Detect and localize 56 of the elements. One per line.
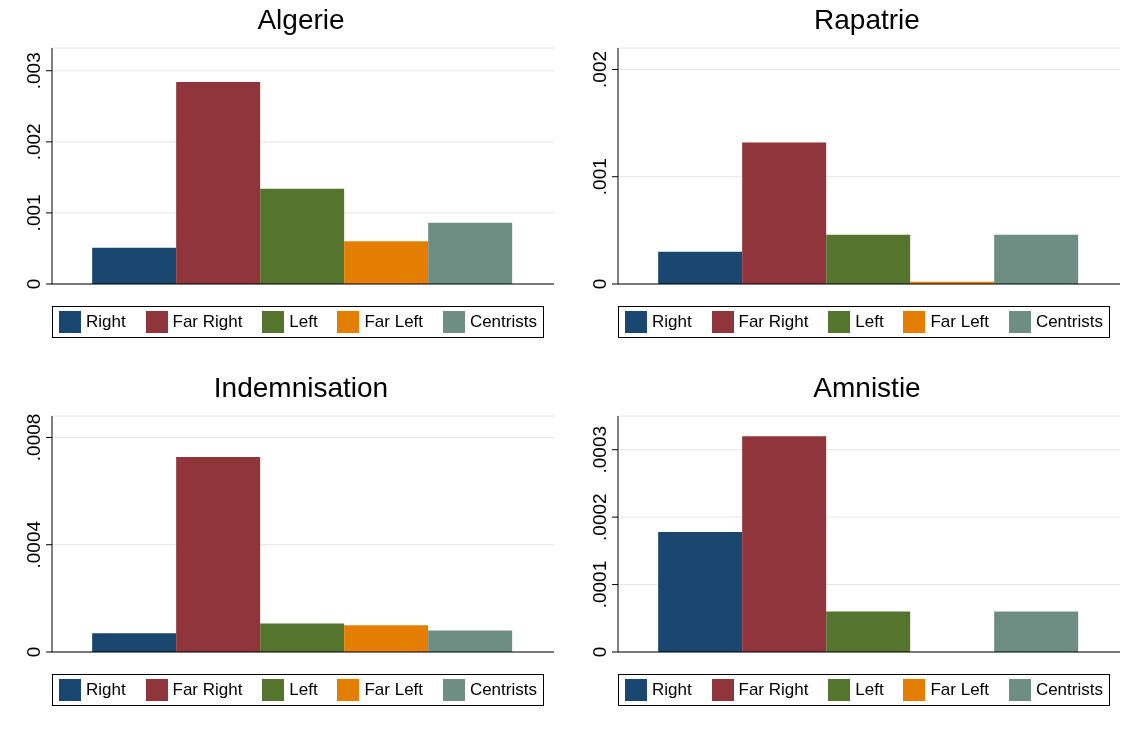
legend-label: Far Left xyxy=(930,312,990,332)
bar xyxy=(826,611,911,652)
bar xyxy=(92,633,177,652)
bar xyxy=(176,457,261,652)
bar xyxy=(428,630,513,652)
legend-label: Far Left xyxy=(364,680,424,700)
legend-label: Left xyxy=(289,680,318,700)
legend-label: Centrists xyxy=(469,312,537,332)
y-tick-label: .0002 xyxy=(589,493,610,541)
legend-label: Far Right xyxy=(172,312,243,332)
bar xyxy=(742,436,827,652)
legend-label: Right xyxy=(652,680,692,700)
bar xyxy=(994,234,1079,284)
y-tick-label: .001 xyxy=(589,158,610,196)
legend-label: Right xyxy=(652,312,692,332)
bar xyxy=(658,251,743,284)
bar xyxy=(344,625,429,652)
legend-label: Far Left xyxy=(364,312,424,332)
legend-label: Far Right xyxy=(738,680,809,700)
legend-label: Left xyxy=(855,312,884,332)
y-tick-label: .002 xyxy=(23,123,44,161)
legend-label: Right xyxy=(86,312,126,332)
legend-label: Left xyxy=(855,680,884,700)
bar xyxy=(92,247,177,284)
bar xyxy=(176,82,261,284)
legend-label: Far Right xyxy=(172,680,243,700)
chart-title: Rapatrie xyxy=(813,3,921,37)
chart-title: Amnistie xyxy=(812,371,922,405)
bar xyxy=(994,611,1079,652)
chart-title: Indemnisation xyxy=(212,371,390,405)
legend-label: Left xyxy=(289,312,318,332)
bar xyxy=(742,142,827,284)
bar xyxy=(344,241,429,284)
y-tick-label: 0 xyxy=(589,278,610,290)
y-tick-label: 0 xyxy=(589,646,610,658)
bar xyxy=(658,531,743,652)
bar xyxy=(260,188,345,284)
y-tick-label: .001 xyxy=(23,194,44,232)
y-tick-label: 0 xyxy=(23,278,44,290)
bar xyxy=(428,222,513,284)
y-tick-label: .0004 xyxy=(23,520,44,569)
y-tick-label: .0003 xyxy=(589,425,610,474)
legend-label: Far Left xyxy=(930,680,990,700)
y-tick-label: .0001 xyxy=(589,560,610,609)
y-tick-label: .0008 xyxy=(23,413,44,462)
y-tick-label: .003 xyxy=(23,52,44,90)
chart-title: Algerie xyxy=(256,3,346,37)
legend-label: Centrists xyxy=(1035,680,1103,700)
legend-label: Far Right xyxy=(738,312,809,332)
y-tick-label: .002 xyxy=(589,50,610,88)
y-tick-label: 0 xyxy=(23,646,44,658)
legend-label: Right xyxy=(86,680,126,700)
bar xyxy=(260,623,345,652)
bar xyxy=(826,234,911,284)
legend-label: Centrists xyxy=(469,680,537,700)
legend-label: Centrists xyxy=(1035,312,1103,332)
